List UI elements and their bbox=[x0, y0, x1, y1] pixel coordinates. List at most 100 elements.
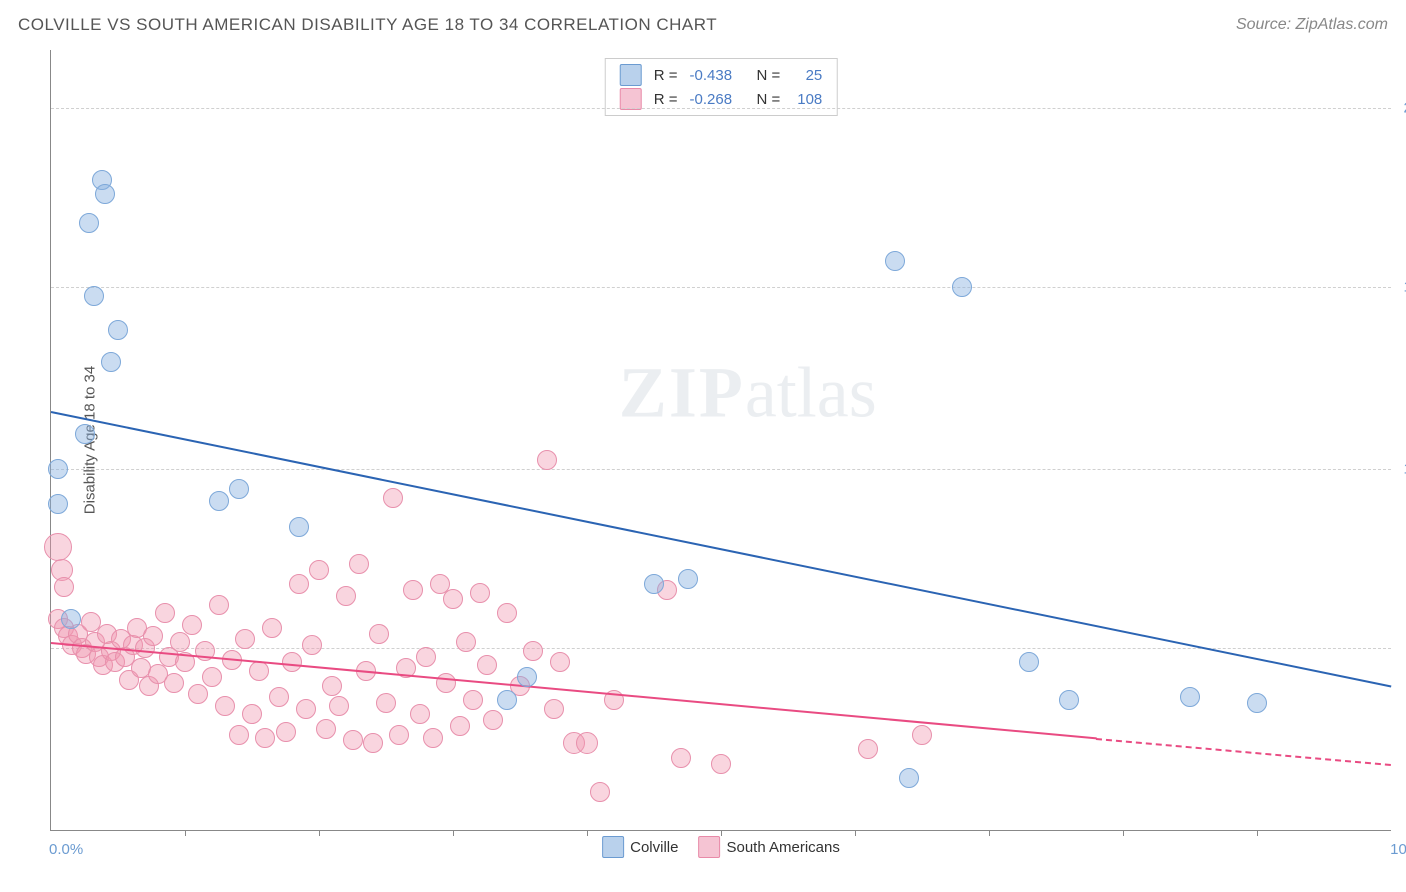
chart-title: COLVILLE VS SOUTH AMERICAN DISABILITY AG… bbox=[18, 15, 717, 35]
data-point-colville bbox=[95, 184, 115, 204]
data-point-south-americans bbox=[403, 580, 423, 600]
data-point-south-americans bbox=[229, 725, 249, 745]
data-point-colville bbox=[644, 574, 664, 594]
x-tick bbox=[1257, 830, 1258, 836]
data-point-south-americans bbox=[188, 684, 208, 704]
x-tick bbox=[721, 830, 722, 836]
data-point-south-americans bbox=[383, 488, 403, 508]
data-point-south-americans bbox=[369, 624, 389, 644]
data-point-colville bbox=[48, 494, 68, 514]
data-point-south-americans bbox=[423, 728, 443, 748]
data-point-south-americans bbox=[215, 696, 235, 716]
data-point-colville bbox=[229, 479, 249, 499]
data-point-south-americans bbox=[336, 586, 356, 606]
data-point-south-americans bbox=[544, 699, 564, 719]
legend-row-colville: R = -0.438 N = 25 bbox=[620, 63, 823, 87]
data-point-south-americans bbox=[376, 693, 396, 713]
x-tick bbox=[1123, 830, 1124, 836]
data-point-colville bbox=[1059, 690, 1079, 710]
data-point-colville bbox=[79, 213, 99, 233]
source-label: Source: ZipAtlas.com bbox=[1236, 16, 1388, 34]
y-tick-label: 18.8% bbox=[1396, 278, 1406, 295]
x-tick bbox=[185, 830, 186, 836]
data-point-colville bbox=[952, 277, 972, 297]
plot-area: Disability Age 18 to 34 ZIPatlas R = -0.… bbox=[50, 50, 1391, 831]
swatch-south-americans bbox=[620, 88, 642, 110]
y-tick-label: 6.3% bbox=[1396, 640, 1406, 657]
data-point-colville bbox=[497, 690, 517, 710]
data-point-south-americans bbox=[44, 533, 72, 561]
data-point-colville bbox=[1247, 693, 1267, 713]
data-point-south-americans bbox=[483, 710, 503, 730]
data-point-south-americans bbox=[255, 728, 275, 748]
data-point-south-americans bbox=[289, 574, 309, 594]
data-point-south-americans bbox=[182, 615, 202, 635]
data-point-colville bbox=[517, 667, 537, 687]
data-point-south-americans bbox=[389, 725, 409, 745]
data-point-colville bbox=[84, 286, 104, 306]
data-point-south-americans bbox=[316, 719, 336, 739]
y-tick-label: 25.0% bbox=[1396, 99, 1406, 116]
y-tick-label: 12.5% bbox=[1396, 460, 1406, 477]
x-tick bbox=[453, 830, 454, 836]
data-point-south-americans bbox=[590, 782, 610, 802]
data-point-south-americans bbox=[155, 603, 175, 623]
data-point-south-americans bbox=[477, 655, 497, 675]
n-value-south-americans: 108 bbox=[792, 91, 822, 108]
data-point-south-americans bbox=[269, 687, 289, 707]
data-point-south-americans bbox=[235, 629, 255, 649]
data-point-south-americans bbox=[249, 661, 269, 681]
data-point-south-americans bbox=[470, 583, 490, 603]
x-tick bbox=[319, 830, 320, 836]
gridline bbox=[51, 287, 1391, 288]
data-point-south-americans bbox=[349, 554, 369, 574]
data-point-south-americans bbox=[858, 739, 878, 759]
data-point-colville bbox=[289, 517, 309, 537]
data-point-colville bbox=[1180, 687, 1200, 707]
legend-item-south-americans: South Americans bbox=[698, 836, 839, 858]
data-point-south-americans bbox=[296, 699, 316, 719]
gridline bbox=[51, 469, 1391, 470]
data-point-south-americans bbox=[711, 754, 731, 774]
data-point-south-americans bbox=[164, 673, 184, 693]
x-tick bbox=[587, 830, 588, 836]
data-point-south-americans bbox=[912, 725, 932, 745]
data-point-colville bbox=[61, 609, 81, 629]
data-point-south-americans bbox=[209, 595, 229, 615]
data-point-south-americans bbox=[170, 632, 190, 652]
data-point-south-americans bbox=[463, 690, 483, 710]
data-point-south-americans bbox=[537, 450, 557, 470]
x-tick bbox=[855, 830, 856, 836]
data-point-south-americans bbox=[242, 704, 262, 724]
n-value-colville: 25 bbox=[792, 67, 822, 84]
swatch-colville-bottom bbox=[602, 836, 624, 858]
data-point-colville bbox=[75, 424, 95, 444]
data-point-south-americans bbox=[550, 652, 570, 672]
data-point-south-americans bbox=[302, 635, 322, 655]
gridline bbox=[51, 108, 1391, 109]
data-point-south-americans bbox=[576, 732, 598, 754]
data-point-south-americans bbox=[450, 716, 470, 736]
data-point-south-americans bbox=[276, 722, 296, 742]
series-legend: Colville South Americans bbox=[602, 836, 840, 858]
swatch-south-americans-bottom bbox=[698, 836, 720, 858]
data-point-colville bbox=[101, 352, 121, 372]
trendline-dash-south-americans bbox=[1096, 738, 1391, 766]
x-tick bbox=[989, 830, 990, 836]
x-end-label: 100.0% bbox=[1390, 841, 1406, 858]
data-point-colville bbox=[48, 459, 68, 479]
data-point-colville bbox=[209, 491, 229, 511]
data-point-south-americans bbox=[143, 626, 163, 646]
data-point-south-americans bbox=[671, 748, 691, 768]
data-point-south-americans bbox=[202, 667, 222, 687]
data-point-colville bbox=[885, 251, 905, 271]
data-point-south-americans bbox=[262, 618, 282, 638]
data-point-south-americans bbox=[443, 589, 463, 609]
gridline bbox=[51, 648, 1391, 649]
data-point-south-americans bbox=[523, 641, 543, 661]
swatch-colville bbox=[620, 64, 642, 86]
data-point-colville bbox=[899, 768, 919, 788]
data-point-colville bbox=[1019, 652, 1039, 672]
data-point-south-americans bbox=[309, 560, 329, 580]
data-point-south-americans bbox=[322, 676, 342, 696]
